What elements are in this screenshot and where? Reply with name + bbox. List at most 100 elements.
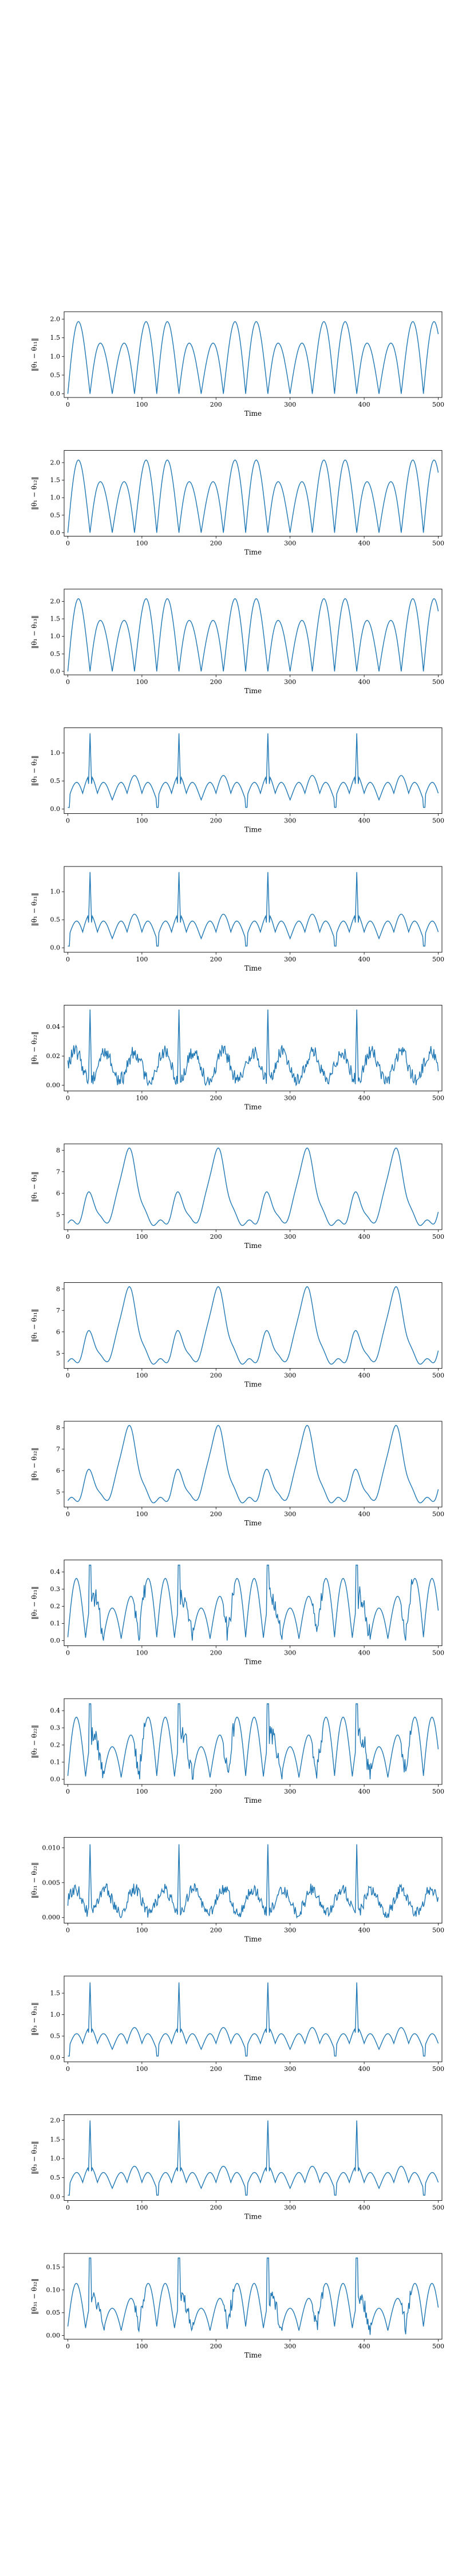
x-tick-label: 300	[284, 1372, 296, 1380]
y-tick-label: 1.0	[50, 888, 61, 896]
x-tick-label: 400	[358, 1233, 370, 1241]
x-tick-label: 100	[136, 956, 148, 963]
x-tick-label: 200	[210, 1372, 222, 1380]
x-tick-label: 200	[210, 678, 222, 686]
axes-frame	[64, 589, 443, 675]
y-tick-label: 0.0	[50, 667, 61, 675]
x-axis-label: Time	[244, 1103, 262, 1111]
x-axis-label: Time	[244, 1519, 262, 1527]
x-tick-label: 0	[66, 1788, 70, 1795]
y-tick-label: 0.3	[50, 1585, 61, 1593]
x-tick-label: 200	[210, 2204, 222, 2212]
x-tick-label: 200	[210, 401, 222, 408]
x-tick-label: 400	[358, 1372, 370, 1380]
x-tick-label: 400	[358, 2065, 370, 2073]
x-tick-label: 500	[432, 2343, 444, 2350]
y-axis-label: ‖θ₁ − θ₁₃‖	[30, 615, 38, 649]
x-tick-label: 500	[432, 1927, 444, 1934]
x-tick-label: 100	[136, 1927, 148, 1934]
axes-frame	[64, 728, 443, 814]
subplot-9: 0 100 200 300 400 500 5 6 7 8 Time ‖θ₁ − θ₃₂‖	[30, 1421, 444, 1527]
x-tick-label: 400	[358, 956, 370, 963]
y-tick-label: 0.0	[50, 529, 61, 536]
x-tick-label: 400	[358, 1649, 370, 1657]
series-line	[68, 2120, 439, 2196]
subplot-5: 0 100 200 300 400 500 0.0 0.5 1.0 Time ‖θ₁ − θ₂₁‖	[30, 866, 444, 972]
y-tick-label: 0.00	[46, 2332, 61, 2339]
x-tick-label: 500	[432, 956, 444, 963]
series-line	[67, 321, 439, 394]
x-tick-label: 100	[136, 401, 148, 408]
subplot-3: 0 100 200 300 400 500 0.0 0.5 1.0 1.5 2.0 Time ‖θ₁ −…	[30, 589, 444, 695]
series-line	[67, 598, 439, 672]
y-tick-label: 0.4	[50, 1568, 61, 1576]
y-tick-label: 0.4	[50, 1707, 61, 1715]
series-line	[67, 459, 439, 533]
y-tick-label: 6	[56, 1190, 60, 1197]
x-tick-label: 500	[432, 2204, 444, 2212]
x-tick-label: 500	[432, 540, 444, 547]
y-axis-label: ‖θ₃ − θ₃₂‖	[30, 2141, 38, 2175]
x-axis-label: Time	[244, 2351, 262, 2359]
series-line	[68, 733, 439, 808]
x-tick-label: 300	[284, 1788, 296, 1795]
x-tick-label: 0	[66, 1372, 70, 1380]
axes-frame	[64, 311, 443, 398]
series-line	[67, 1425, 439, 1504]
x-tick-label: 200	[210, 2343, 222, 2350]
y-tick-label: 7	[56, 1168, 60, 1175]
y-tick-label: 1.5	[50, 334, 61, 341]
x-tick-label: 200	[210, 540, 222, 547]
y-axis-label: ‖θ₁ − θ₂₁‖	[30, 893, 38, 927]
x-tick-label: 200	[210, 1233, 222, 1241]
x-tick-label: 200	[210, 1927, 222, 1934]
x-axis-label: Time	[244, 1935, 262, 1943]
axes-frame	[64, 1560, 443, 1646]
x-tick-label: 400	[358, 1510, 370, 1518]
x-tick-label: 500	[432, 2065, 444, 2073]
series-line	[68, 872, 439, 947]
x-tick-label: 100	[136, 817, 148, 825]
x-tick-label: 0	[66, 956, 70, 963]
y-tick-label: 0.10	[46, 2286, 61, 2293]
subplot-7: 0 100 200 300 400 500 5 6 7 8 Time ‖θ₁ − θ₃‖	[30, 1143, 444, 1250]
subplot-4: 0 100 200 300 400 500 0.0 0.5 1.0 Time ‖θ₁ − θ₂‖	[30, 728, 444, 834]
x-tick-label: 200	[210, 2065, 222, 2073]
y-tick-label: 0.0	[50, 805, 61, 813]
x-tick-label: 100	[136, 2343, 148, 2350]
y-tick-label: 0.1	[50, 1759, 61, 1766]
y-tick-label: 6	[56, 1328, 60, 1335]
x-axis-label: Time	[244, 548, 262, 556]
y-tick-label: 0.5	[50, 916, 61, 924]
x-tick-label: 500	[432, 1095, 444, 1102]
y-tick-label: 0.00	[46, 1082, 61, 1089]
x-tick-label: 100	[136, 1510, 148, 1518]
x-tick-label: 0	[66, 401, 70, 408]
x-tick-label: 0	[66, 1233, 70, 1241]
subplot-8: 0 100 200 300 400 500 5 6 7 8 Time ‖θ₁ − θ₃₁‖	[30, 1282, 444, 1389]
x-tick-label: 400	[358, 1095, 370, 1102]
subplot-13: 0 100 200 300 400 500 0.0 0.5 1.0 1.5 Time ‖θ₃ − θ₃…	[30, 1975, 444, 2082]
y-tick-label: 1.5	[50, 615, 61, 623]
y-tick-label: 7	[56, 1445, 60, 1453]
x-tick-label: 100	[136, 1233, 148, 1241]
y-tick-label: 0.15	[46, 2263, 61, 2271]
x-tick-label: 400	[358, 678, 370, 686]
subplot-2: 0 100 200 300 400 500 0.0 0.5 1.0 1.5 2.0 Time ‖θ₁ −…	[30, 450, 444, 556]
y-axis-label: ‖θ₁ − θ₂₂‖	[30, 1031, 38, 1065]
axes-frame	[64, 1698, 443, 1785]
x-tick-label: 200	[210, 1095, 222, 1102]
x-tick-label: 500	[432, 1649, 444, 1657]
subplot-14: 0 100 200 300 400 500 0.0 0.5 1.0 1.5 2.0 Time ‖θ₃ −…	[30, 2114, 444, 2221]
y-tick-label: 2.0	[50, 598, 61, 605]
x-tick-label: 500	[432, 1788, 444, 1795]
x-axis-label: Time	[244, 2213, 262, 2221]
x-tick-label: 100	[136, 1372, 148, 1380]
series-line	[67, 1286, 439, 1365]
x-tick-label: 100	[136, 1788, 148, 1795]
x-tick-label: 400	[358, 1788, 370, 1795]
y-tick-label: 1.5	[50, 476, 61, 484]
x-tick-label: 100	[136, 678, 148, 686]
y-tick-label: 8	[56, 1424, 60, 1432]
